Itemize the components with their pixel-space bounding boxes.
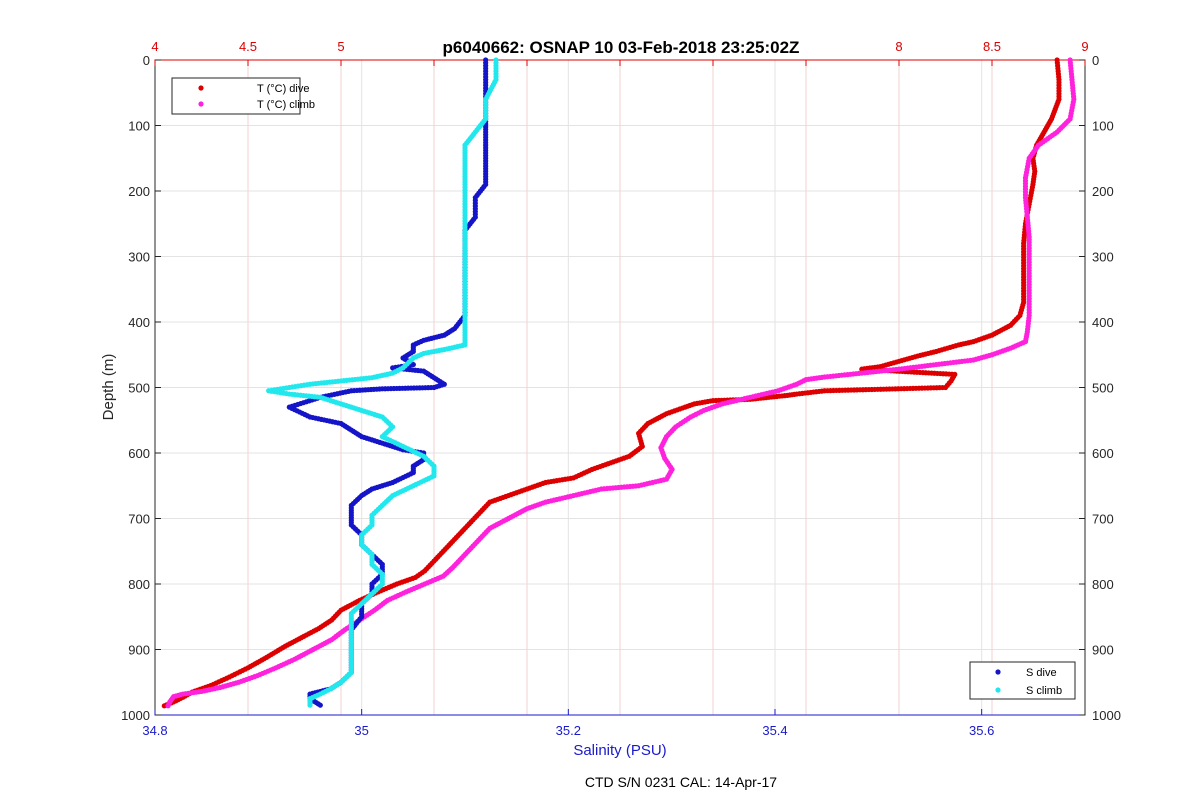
y-axis-label: Depth (m) <box>100 354 117 421</box>
legend-marker-t-dive <box>198 85 204 91</box>
x-top-tick-label: 8.5 <box>983 39 1001 54</box>
y-tick-label-left: 300 <box>128 250 150 265</box>
x-top-tick-label: 9 <box>1081 39 1088 54</box>
legend-marker-s-climb <box>995 687 1001 693</box>
y-tick-label-right: 100 <box>1092 119 1114 134</box>
x-axis-label: Salinity (PSU) <box>573 742 666 759</box>
legend-salinity-box <box>969 661 1076 700</box>
x-bottom-tick-label: 35.2 <box>556 723 581 738</box>
legend-label-s-climb: S climb <box>1026 685 1062 697</box>
x-top-tick-label: 4 <box>151 39 158 54</box>
s-climb-point <box>307 702 313 708</box>
t-c-dive-point <box>161 703 167 709</box>
y-tick-label-right: 400 <box>1092 315 1114 330</box>
y-tick-label-left: 800 <box>128 577 150 592</box>
y-tick-label-right: 0 <box>1092 53 1099 68</box>
x-top-tick-label: 5 <box>337 39 344 54</box>
legend-marker-s-dive <box>995 669 1001 675</box>
y-tick-label-left: 1000 <box>121 708 150 723</box>
s-dive-point <box>317 702 323 708</box>
x-bottom-tick-label: 35.4 <box>762 723 787 738</box>
y-tick-label-left: 500 <box>128 381 150 396</box>
y-tick-label-left: 700 <box>128 512 150 527</box>
legend-label-s-dive: S dive <box>1026 667 1057 679</box>
legend-temperature: T (°C) dive T (°C) climb <box>171 77 315 115</box>
legend-salinity: S dive S climb <box>969 661 1076 700</box>
calibration-footer: CTD S/N 0231 CAL: 14-Apr-17 <box>585 774 777 790</box>
y-tick-label-left: 200 <box>128 184 150 199</box>
y-tick-label-right: 900 <box>1092 643 1114 658</box>
y-tick-label-right: 500 <box>1092 381 1114 396</box>
x-bottom-tick-label: 34.8 <box>142 723 167 738</box>
legend-label-t-climb: T (°C) climb <box>257 99 315 111</box>
axis-ticks: 0 0 100 100 200 200 300 300 400 400 500 500 600 600 70… <box>121 39 1121 738</box>
t-c-climb-point <box>165 703 171 709</box>
y-tick-label-left: 900 <box>128 643 150 658</box>
legend-marker-t-climb <box>198 101 204 107</box>
x-top-tick-label: 8 <box>895 39 902 54</box>
y-tick-label-right: 700 <box>1092 512 1114 527</box>
y-tick-label-right: 800 <box>1092 577 1114 592</box>
y-tick-label-right: 600 <box>1092 446 1114 461</box>
y-tick-label-right: 200 <box>1092 184 1114 199</box>
legend-label-t-dive: T (°C) dive <box>257 83 309 95</box>
x-bottom-tick-label: 35 <box>354 723 368 738</box>
legend-temperature-box <box>171 77 301 115</box>
y-tick-label-right: 300 <box>1092 250 1114 265</box>
chart-title: p6040662: OSNAP 10 03-Feb-2018 23:25:02Z <box>443 38 800 57</box>
x-top-tick-label: 4.5 <box>239 39 257 54</box>
y-tick-label-left: 600 <box>128 446 150 461</box>
y-tick-label-left: 400 <box>128 315 150 330</box>
y-tick-label-left: 100 <box>128 119 150 134</box>
x-bottom-tick-label: 35.6 <box>969 723 994 738</box>
data-points <box>161 57 1077 709</box>
y-tick-label-right: 1000 <box>1092 708 1121 723</box>
y-tick-label-left: 0 <box>143 53 150 68</box>
